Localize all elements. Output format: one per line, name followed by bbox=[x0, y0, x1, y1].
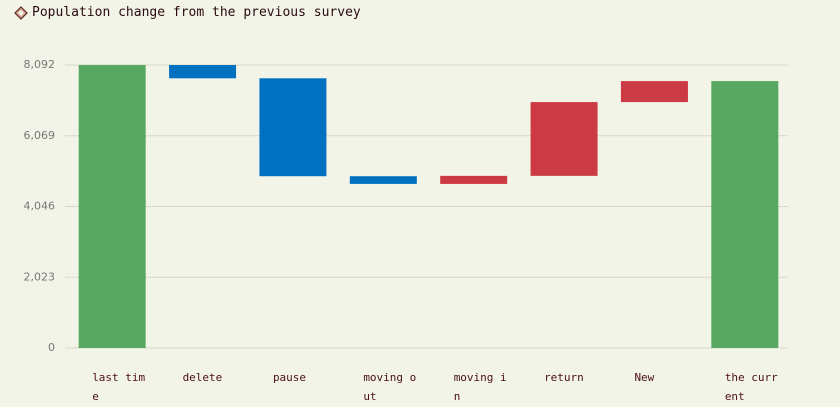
y-tick-label: 8,092 bbox=[24, 58, 56, 71]
x-tick-label: New bbox=[634, 371, 655, 384]
x-tick-label: last time bbox=[92, 371, 146, 403]
x-tick-label: return bbox=[544, 371, 584, 384]
y-tick-label: 0 bbox=[48, 341, 55, 354]
x-tick-label: moving out bbox=[363, 371, 417, 403]
bar bbox=[711, 81, 779, 348]
bar bbox=[259, 78, 327, 177]
bar bbox=[620, 81, 688, 103]
x-tick-label: delete bbox=[182, 371, 223, 384]
y-tick-label: 2,023 bbox=[24, 270, 56, 283]
chart-title: Population change from the previous surv… bbox=[32, 5, 361, 20]
bar bbox=[349, 176, 417, 184]
bar bbox=[78, 65, 146, 348]
bar bbox=[440, 175, 508, 184]
x-tick-label: the current bbox=[724, 371, 778, 403]
y-tick-label: 6,069 bbox=[24, 129, 56, 142]
x-tick-label: pause bbox=[272, 371, 307, 384]
title-icon bbox=[14, 5, 28, 20]
bar bbox=[169, 65, 237, 79]
title-bar: Population change from the previous surv… bbox=[14, 5, 361, 20]
y-tick-label: 4,046 bbox=[24, 200, 56, 213]
x-tick-label: moving in bbox=[453, 371, 507, 403]
bar bbox=[530, 102, 598, 176]
